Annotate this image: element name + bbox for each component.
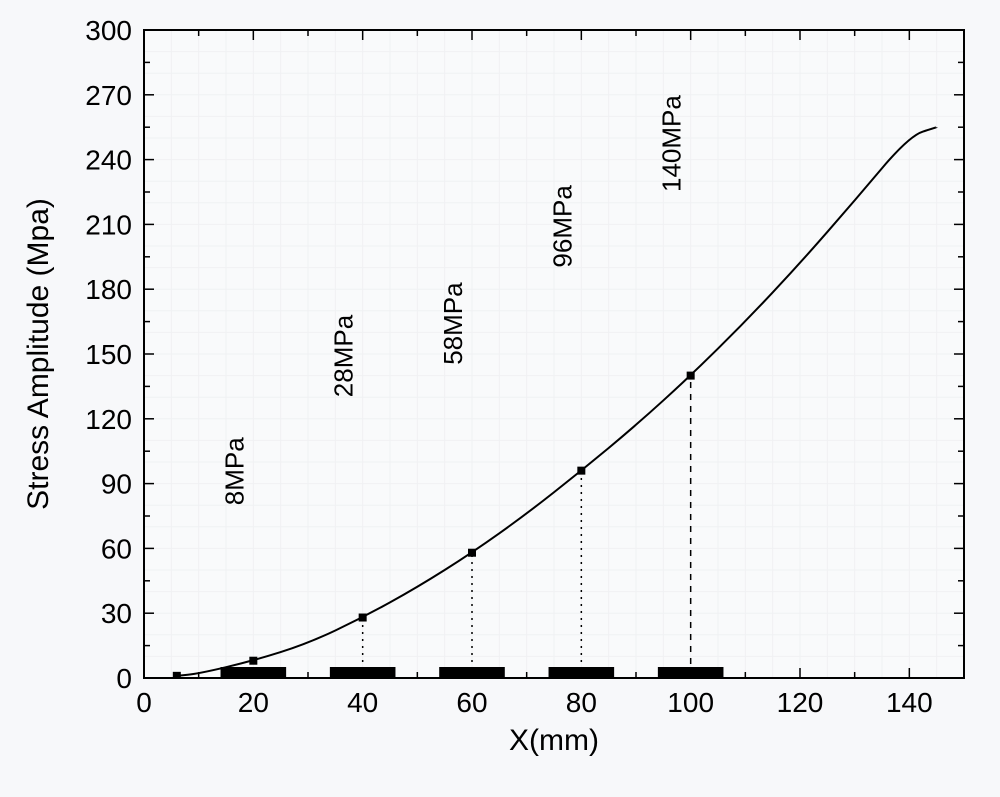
annotation-label: 58MPa <box>438 282 468 365</box>
baseline-marker <box>221 667 287 677</box>
x-axis-title: X(mm) <box>509 724 599 757</box>
y-tick-label: 30 <box>101 598 132 629</box>
y-tick-label: 120 <box>85 404 132 435</box>
baseline-marker <box>439 667 505 677</box>
y-tick-label: 270 <box>85 80 132 111</box>
x-tick-label: 0 <box>136 687 152 718</box>
curve-marker <box>249 657 257 665</box>
baseline-marker <box>330 667 396 677</box>
x-tick-label: 140 <box>886 687 933 718</box>
annotation-label: 8MPa <box>219 437 249 505</box>
x-tick-label: 40 <box>347 687 378 718</box>
annotation-label: 140MPa <box>657 95 687 192</box>
x-tick-label: 120 <box>777 687 824 718</box>
x-tick-label: 100 <box>667 687 714 718</box>
x-tick-label: 20 <box>238 687 269 718</box>
y-tick-label: 90 <box>101 469 132 500</box>
stress-amplitude-chart: 0 20 40 60 80 100 120 140 0 30 60 90 120 150 180 210 240… <box>0 0 1000 797</box>
baseline-marker <box>549 667 615 677</box>
curve-marker <box>687 372 695 380</box>
y-tick-label: 150 <box>85 339 132 370</box>
y-axis-title: Stress Amplitude (Mpa) <box>22 198 55 510</box>
y-tick-label: 60 <box>101 533 132 564</box>
x-tick-label: 60 <box>456 687 487 718</box>
y-tick-label: 210 <box>85 209 132 240</box>
chart-container: 0 20 40 60 80 100 120 140 0 30 60 90 120 150 180 210 240… <box>0 0 1000 797</box>
baseline-marker <box>658 667 724 677</box>
curve-marker <box>359 614 367 622</box>
y-tick-label: 0 <box>116 663 132 694</box>
curve-marker <box>468 549 476 557</box>
x-tick-label: 80 <box>566 687 597 718</box>
annotation-label: 28MPa <box>329 314 359 397</box>
curve-marker <box>577 467 585 475</box>
annotation-label: 96MPa <box>547 185 577 268</box>
y-tick-label: 240 <box>85 145 132 176</box>
y-tick-label: 180 <box>85 274 132 305</box>
y-tick-label: 300 <box>85 15 132 46</box>
